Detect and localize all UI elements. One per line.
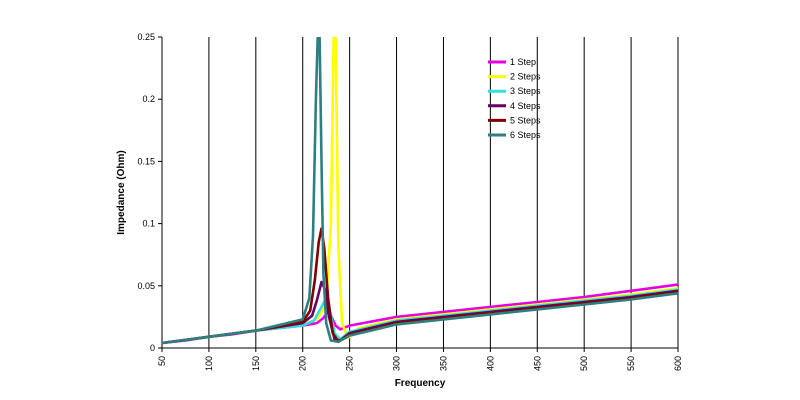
axes: 50 100 150 200 250 300 350 400 450 500 550 600 0 0.05… — [137, 32, 683, 371]
x-tick-label: 150 — [251, 356, 261, 371]
legend-item: 5 Steps — [488, 115, 541, 125]
legend-label: 2 Steps — [510, 72, 541, 82]
y-tick-label: 0 — [150, 343, 155, 353]
x-tick-label: 200 — [298, 356, 308, 371]
legend-item: 1 Step — [488, 57, 536, 67]
legend-label: 1 Step — [510, 57, 536, 67]
x-tick-label: 50 — [157, 356, 167, 366]
legend-item: 2 Steps — [488, 72, 541, 82]
legend-label: 5 Steps — [510, 115, 541, 125]
x-tick-label: 400 — [485, 356, 495, 371]
y-tick-label: 0.05 — [137, 281, 155, 291]
y-tick-label: 0.25 — [137, 32, 155, 42]
series-line-6 — [162, 37, 678, 345]
x-tick-label: 100 — [204, 356, 214, 371]
legend-item: 3 Steps — [488, 86, 541, 96]
x-tick-label: 300 — [392, 356, 402, 371]
x-tick-label: 500 — [579, 356, 589, 371]
y-axis-title: Impedance (Ohm) — [116, 150, 127, 234]
y-tick-label: 0.2 — [142, 94, 155, 104]
y-tick-label: 0.15 — [137, 156, 155, 166]
y-tick-label: 0.1 — [142, 219, 155, 229]
x-tick-label: 450 — [532, 356, 542, 371]
legend: 1 Step 2 Steps 3 Steps 4 Steps 5 Steps 6 Step… — [488, 57, 541, 140]
x-tick-label: 550 — [626, 356, 636, 371]
legend-label: 4 Steps — [510, 101, 541, 111]
series-line-5 — [162, 227, 678, 345]
x-tick-label: 600 — [673, 356, 683, 371]
legend-item: 4 Steps — [488, 101, 541, 111]
legend-label: 6 Steps — [510, 130, 541, 140]
series-line-2 — [162, 37, 678, 345]
x-axis-title: Frequency — [395, 378, 446, 389]
series-line-1 — [162, 283, 678, 345]
x-tick-label: 350 — [438, 356, 448, 371]
legend-label: 3 Steps — [510, 86, 541, 96]
series-lines — [162, 37, 678, 345]
legend-item: 6 Steps — [488, 130, 541, 140]
x-tick-label: 250 — [345, 356, 355, 371]
